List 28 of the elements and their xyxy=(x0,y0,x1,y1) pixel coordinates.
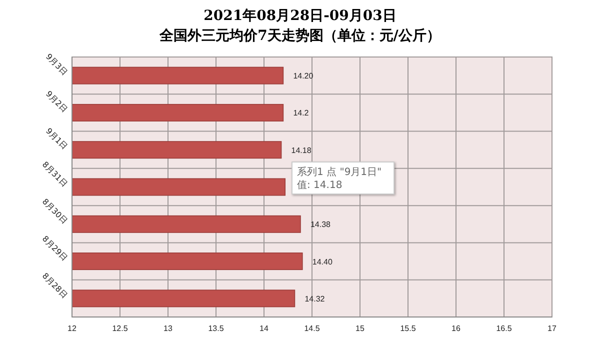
data-label: 14.38 xyxy=(310,220,332,230)
y-tick-label: 9月3日 xyxy=(44,52,69,77)
annotation: 值: 14.18 xyxy=(297,180,342,191)
x-tick-label: 12.5 xyxy=(112,324,128,333)
data-label: 14.18 xyxy=(291,146,312,155)
x-tick-label: 14 xyxy=(260,324,269,333)
chart-title: 2021年08月28日-09月03日 xyxy=(204,8,396,24)
y-tick-label: 9月2日 xyxy=(44,89,69,114)
x-tick-label: 13.5 xyxy=(208,324,224,333)
data-label: 14.32 xyxy=(304,294,326,304)
x-tick-label: 15 xyxy=(356,324,365,333)
x-tick-label: 12 xyxy=(68,324,77,333)
x-tick-label: 16 xyxy=(452,324,461,333)
y-tick-label: 8月28日 xyxy=(40,271,69,300)
x-tick-label: 15.5 xyxy=(400,324,416,333)
y-tick-label: 8月30日 xyxy=(40,197,69,226)
y-tick-label: 8月31日 xyxy=(40,160,69,188)
data-label: 14.40 xyxy=(312,257,333,266)
x-tick-label: 16.5 xyxy=(496,324,512,333)
y-tick-label: 9月1日 xyxy=(44,126,69,152)
x-tick-label: 17 xyxy=(548,324,557,333)
y-tick-label: 8月29日 xyxy=(40,234,69,263)
x-tick-label: 13 xyxy=(164,324,173,333)
annotation: 系列1 点 "9月1日" xyxy=(297,166,382,178)
chart-subtitle: 全国外三元均价7天走势图（单位：元/公斤） xyxy=(158,27,440,44)
x-tick-label: 14.5 xyxy=(304,324,320,333)
data-label: 14.20 xyxy=(293,72,314,81)
data-label: 14.2 xyxy=(293,108,310,118)
